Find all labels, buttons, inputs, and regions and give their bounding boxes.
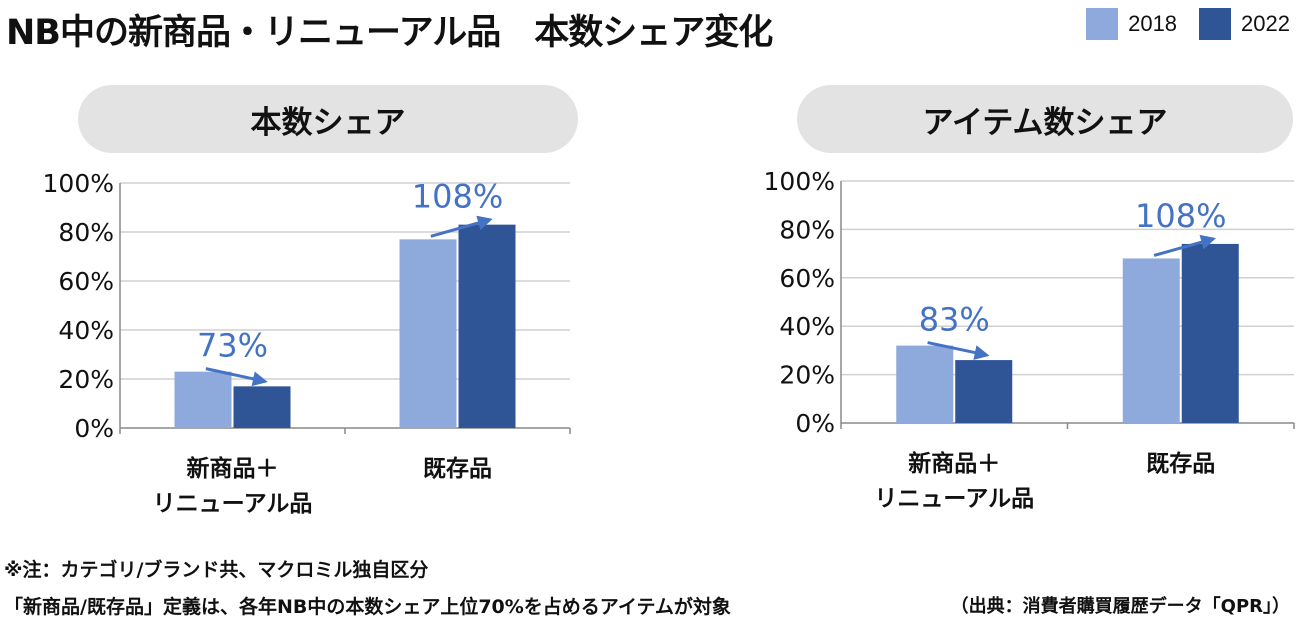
y-tick-label: 0% — [795, 409, 835, 438]
bar-2018-2 — [1122, 258, 1180, 423]
change-arrow — [927, 341, 990, 360]
change-label: 108% — [1135, 197, 1226, 235]
y-tick-label: 80% — [779, 215, 835, 244]
change-label: 108% — [412, 178, 503, 216]
y-tick-label: 40% — [779, 312, 835, 341]
legend-swatch-2022 — [1199, 8, 1232, 40]
page-title: NB中の新商品・リニューアル品 本数シェア変化 — [6, 13, 773, 53]
legend: 2018 2022 — [1086, 8, 1290, 40]
y-tick-label: 40% — [58, 316, 114, 345]
change-arrow — [205, 367, 268, 387]
legend-label-2022: 2022 — [1241, 11, 1290, 36]
change-label: 83% — [919, 301, 990, 339]
y-tick-label: 20% — [779, 361, 835, 390]
bar-2018-1 — [174, 371, 232, 428]
category-label: 既存品 — [1146, 450, 1215, 477]
bar-2018-2 — [399, 239, 457, 428]
legend-item-2018: 2018 — [1086, 8, 1177, 40]
y-tick-label: 80% — [58, 218, 114, 247]
bar-2018-1 — [896, 345, 954, 423]
y-tick-label: 60% — [779, 264, 835, 293]
panel-title-units: 本数シェア — [78, 85, 578, 153]
bar-2022-2 — [458, 224, 516, 428]
legend-label-2018: 2018 — [1128, 11, 1178, 36]
note-category: ※注：カテゴリ/ブランド共、マクロミル独自区分 — [4, 559, 429, 581]
y-tick-label: 0% — [74, 414, 114, 443]
legend-swatch-2018 — [1086, 8, 1119, 40]
category-label: 新商品＋リニューアル品 — [874, 450, 1034, 512]
panel-title-items: アイテム数シェア — [797, 85, 1293, 153]
chart-items-share: 0% 20% 40% 60% 80% 100% 83% 新商品＋リニューアル品 108% 既存品 — [764, 167, 1295, 512]
change-arrow — [1153, 234, 1216, 257]
bar-2022-1 — [955, 360, 1013, 423]
chart-units-share: 0% 20% 40% 60% 80% 100% 73% 新商品＋リニューアル品 108% 既存品 — [43, 169, 571, 517]
note-definition: 「新商品/既存品」定義は、各年NB中の本数シェア上位70%を占めるアイテムが対象 — [4, 596, 731, 618]
y-tick-label: 60% — [58, 267, 114, 296]
y-tick-label: 20% — [58, 365, 114, 394]
category-label: 新商品＋リニューアル品 — [153, 455, 313, 517]
bar-2022-2 — [1181, 243, 1239, 423]
bar-2022-1 — [233, 386, 291, 428]
change-arrow — [430, 215, 493, 238]
change-label: 73% — [197, 327, 268, 365]
category-label: 既存品 — [423, 455, 492, 482]
legend-item-2022: 2022 — [1199, 8, 1290, 40]
y-tick-label: 100% — [764, 167, 835, 196]
y-tick-label: 100% — [43, 169, 114, 198]
source-credit: （出典：消費者購買履歴データ「QPR」） — [950, 596, 1290, 617]
